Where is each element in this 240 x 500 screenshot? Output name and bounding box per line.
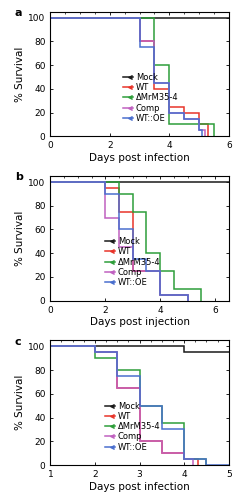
Y-axis label: % Survival: % Survival <box>15 46 25 102</box>
Legend: Mock, WT, ΔMrM35-4, Comp, WT::OE: Mock, WT, ΔMrM35-4, Comp, WT::OE <box>104 400 161 452</box>
Text: c: c <box>15 336 21 346</box>
Text: a: a <box>15 8 22 18</box>
X-axis label: Days post infection: Days post infection <box>89 482 190 492</box>
X-axis label: Days post infection: Days post infection <box>89 153 190 163</box>
Y-axis label: % Survival: % Survival <box>15 375 25 430</box>
Legend: Mock, WT, ΔMrM35-4, Comp, WT::OE: Mock, WT, ΔMrM35-4, Comp, WT::OE <box>104 236 161 288</box>
Y-axis label: % Survival: % Survival <box>15 210 25 266</box>
X-axis label: Days post injection: Days post injection <box>90 318 190 328</box>
Legend: Mock, WT, ΔMrM35-4, Comp, WT::OE: Mock, WT, ΔMrM35-4, Comp, WT::OE <box>122 72 179 124</box>
Text: b: b <box>15 172 23 182</box>
